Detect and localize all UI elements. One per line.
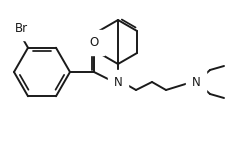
Text: N: N xyxy=(114,75,122,88)
Text: Br: Br xyxy=(14,22,28,35)
Text: N: N xyxy=(192,75,200,88)
Text: O: O xyxy=(89,36,99,49)
